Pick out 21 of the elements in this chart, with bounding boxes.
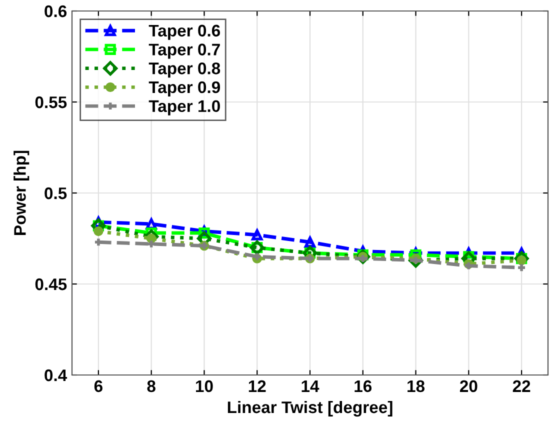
y-tick-label: 0.6 — [44, 5, 67, 18]
x-tick-label: 10 — [196, 380, 213, 392]
legend-label: Taper 0.9 — [148, 81, 220, 96]
x-axis-title: Linear Twist [degree] — [228, 400, 392, 417]
y-tick-label: 0.5 — [44, 187, 67, 200]
legend-label: Taper 0.6 — [148, 24, 220, 40]
x-tick-label: 14 — [302, 380, 320, 392]
x-tick-label: 8 — [147, 380, 156, 392]
x-tick-label: 6 — [94, 380, 102, 392]
x-tick-label: 22 — [512, 380, 530, 392]
x-tick-label: 20 — [460, 380, 478, 392]
x-tick-label: 16 — [354, 380, 372, 392]
legend-label: Taper 1.0 — [148, 100, 220, 116]
y-tick-label: 0.45 — [35, 278, 67, 290]
legend-label: Taper 0.7 — [148, 44, 220, 59]
y-tick-label: 0.4 — [44, 369, 68, 382]
legend-label: Taper 0.8 — [148, 62, 220, 78]
x-tick-label: 18 — [408, 380, 425, 392]
x-tick-label: 12 — [248, 380, 266, 392]
y-axis-title: Power [hp] — [14, 150, 30, 235]
y-tick-label: 0.55 — [35, 96, 67, 108]
